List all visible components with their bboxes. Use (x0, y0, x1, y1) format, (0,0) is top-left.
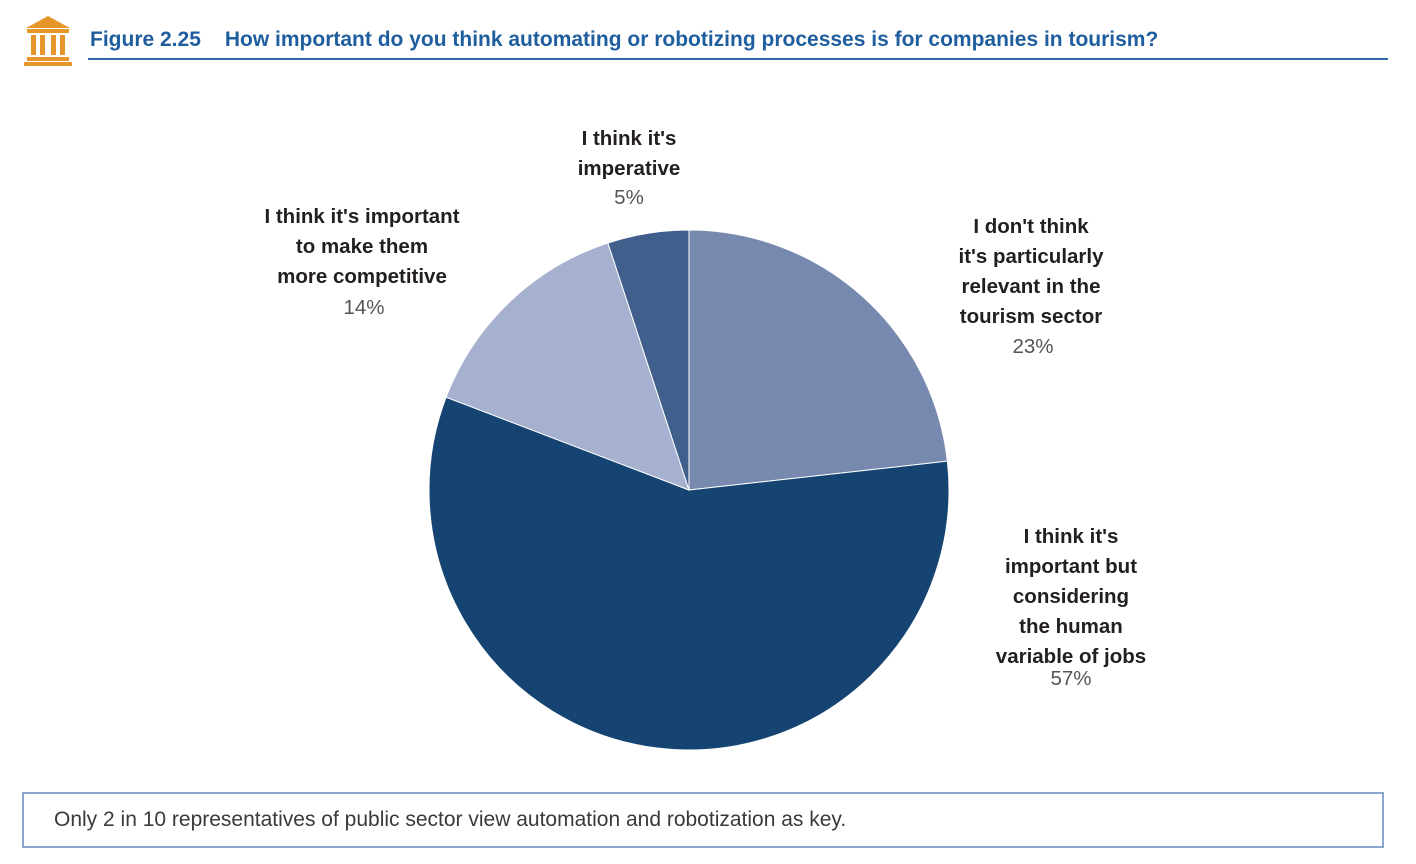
slice-value-label-0: 5% (614, 186, 644, 209)
key-finding-box: Only 2 in 10 representatives of public s… (22, 792, 1384, 848)
figure-header: Figure 2.25 How important do you think au… (20, 8, 1388, 66)
pie-chart: I think it's imperative 5% I don't think i… (264, 127, 1147, 751)
key-finding-text: Only 2 in 10 representatives of public s… (54, 808, 847, 831)
pie-chart-svg (428, 229, 950, 751)
title-underline (88, 58, 1388, 60)
slice-label-2: I think it's important but considering t… (995, 525, 1147, 668)
figure-number: Figure 2.25 (90, 28, 201, 51)
slice-label-0: I think it's imperative (577, 127, 681, 180)
pie-slice-1 (688, 229, 948, 491)
slice-value-label-3: 14% (343, 296, 385, 319)
slice-value-label-1: 23% (1012, 335, 1054, 358)
figure-question: How important do you think automating or… (224, 28, 1159, 51)
pie-slice-3 (445, 242, 690, 491)
institution-building-icon (24, 16, 72, 66)
pie-slice-0 (607, 229, 690, 491)
slice-label-3: I think it's important to make them more… (264, 205, 460, 288)
slice-label-1: I don't think it's particularly relevant… (958, 215, 1104, 328)
slice-value-label-2: 57% (1050, 667, 1092, 690)
pie-slice-2 (428, 396, 950, 751)
figure-title: Figure 2.25 How important do you think au… (90, 28, 1158, 52)
